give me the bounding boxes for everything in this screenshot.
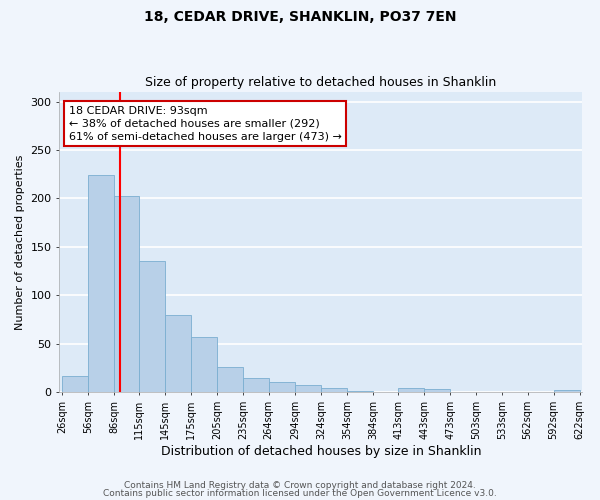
- Text: 18, CEDAR DRIVE, SHANKLIN, PO37 7EN: 18, CEDAR DRIVE, SHANKLIN, PO37 7EN: [144, 10, 456, 24]
- Text: 18 CEDAR DRIVE: 93sqm
← 38% of detached houses are smaller (292)
61% of semi-det: 18 CEDAR DRIVE: 93sqm ← 38% of detached …: [69, 106, 342, 142]
- Bar: [191, 337, 217, 392]
- Text: Contains HM Land Registry data © Crown copyright and database right 2024.: Contains HM Land Registry data © Crown c…: [124, 481, 476, 490]
- Bar: [114, 196, 139, 392]
- Title: Size of property relative to detached houses in Shanklin: Size of property relative to detached ho…: [145, 76, 496, 90]
- Bar: [295, 385, 321, 392]
- X-axis label: Distribution of detached houses by size in Shanklin: Distribution of detached houses by size …: [161, 444, 481, 458]
- Bar: [347, 391, 373, 392]
- Bar: [62, 376, 88, 392]
- Y-axis label: Number of detached properties: Number of detached properties: [15, 154, 25, 330]
- Bar: [321, 388, 347, 392]
- Bar: [398, 388, 424, 392]
- Bar: [217, 367, 244, 392]
- Bar: [554, 390, 580, 392]
- Bar: [244, 378, 269, 392]
- Text: Contains public sector information licensed under the Open Government Licence v3: Contains public sector information licen…: [103, 488, 497, 498]
- Bar: [166, 314, 191, 392]
- Bar: [424, 389, 450, 392]
- Bar: [88, 175, 114, 392]
- Bar: [139, 262, 166, 392]
- Bar: [269, 382, 295, 392]
